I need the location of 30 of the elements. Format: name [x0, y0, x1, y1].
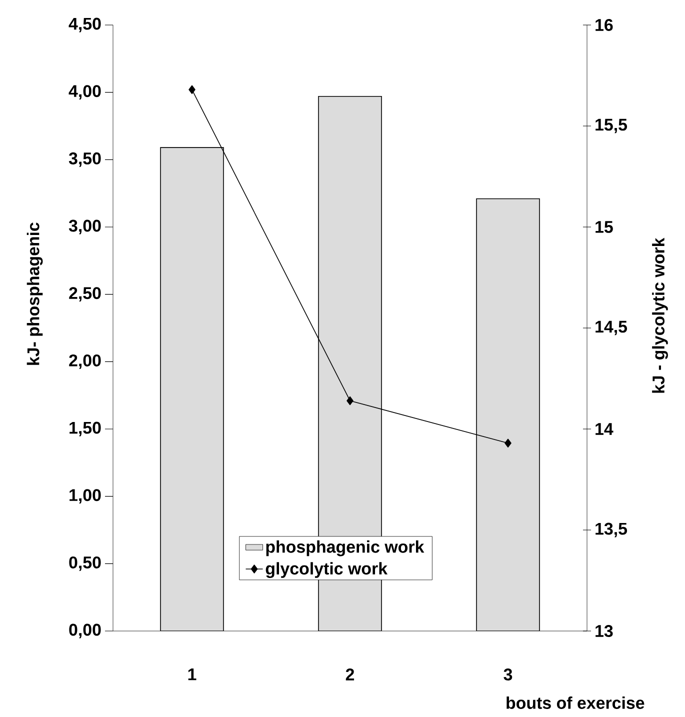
y2-tick-label: 15: [596, 221, 613, 233]
y-tick-label: 0,00: [69, 624, 101, 638]
legend-label: glycolytic work: [266, 562, 388, 578]
point: [504, 438, 512, 448]
legend-label: phosphagenic work: [266, 540, 424, 556]
x-tick-label: 1: [188, 668, 196, 680]
point: [346, 396, 354, 406]
y2-tick-label: 16: [596, 18, 613, 31]
y-tick-label: 3,00: [68, 220, 101, 234]
y-tick-label: 1,50: [70, 422, 101, 436]
y-axis-title: kJ- phosphagenic: [26, 222, 43, 365]
y2-tick-label: 13,5: [596, 522, 628, 538]
y-tick-label: 2,50: [69, 287, 101, 302]
x-tick-label: 3: [504, 668, 512, 681]
y-tick-label: 4,50: [68, 18, 101, 32]
y-tick-label: 2,00: [69, 354, 101, 369]
y-tick-label: 0,50: [69, 556, 101, 571]
y2-tick-label: 14,5: [596, 320, 628, 336]
x-tick-label: 2: [346, 668, 354, 680]
y-tick-label: 4,00: [68, 85, 101, 100]
y-tick-label: 3,50: [68, 152, 101, 167]
y-tick-label: 1,00: [70, 489, 101, 504]
x-axis-title: bouts of exercise: [506, 696, 644, 709]
bar: [160, 147, 224, 631]
point: [188, 85, 196, 94]
y2-tick-label: 15,5: [596, 118, 628, 134]
bar: [476, 198, 540, 631]
y2-tick-label: 13: [596, 624, 613, 638]
y2-axis-title: kJ - glycolytic work: [652, 238, 668, 393]
y2-tick-label: 14: [596, 423, 614, 435]
